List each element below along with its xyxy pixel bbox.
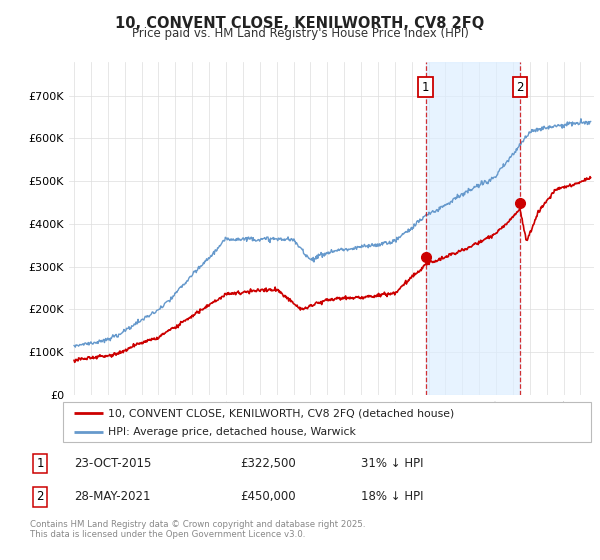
Text: 2: 2 <box>36 491 44 503</box>
Text: £322,500: £322,500 <box>240 457 296 470</box>
Text: HPI: Average price, detached house, Warwick: HPI: Average price, detached house, Warw… <box>108 427 356 437</box>
Text: Contains HM Land Registry data © Crown copyright and database right 2025.
This d: Contains HM Land Registry data © Crown c… <box>30 520 365 539</box>
Text: 2: 2 <box>516 81 524 94</box>
Bar <box>425 62 520 395</box>
FancyBboxPatch shape <box>63 402 591 442</box>
Text: 28-MAY-2021: 28-MAY-2021 <box>74 491 151 503</box>
Text: 18% ↓ HPI: 18% ↓ HPI <box>361 491 424 503</box>
Text: 10, CONVENT CLOSE, KENILWORTH, CV8 2FQ (detached house): 10, CONVENT CLOSE, KENILWORTH, CV8 2FQ (… <box>108 408 454 418</box>
Text: 23-OCT-2015: 23-OCT-2015 <box>74 457 152 470</box>
Text: 1: 1 <box>422 81 429 94</box>
Text: 31% ↓ HPI: 31% ↓ HPI <box>361 457 424 470</box>
Text: Price paid vs. HM Land Registry's House Price Index (HPI): Price paid vs. HM Land Registry's House … <box>131 27 469 40</box>
Text: £450,000: £450,000 <box>240 491 295 503</box>
Text: 10, CONVENT CLOSE, KENILWORTH, CV8 2FQ: 10, CONVENT CLOSE, KENILWORTH, CV8 2FQ <box>115 16 485 31</box>
Text: 1: 1 <box>36 457 44 470</box>
